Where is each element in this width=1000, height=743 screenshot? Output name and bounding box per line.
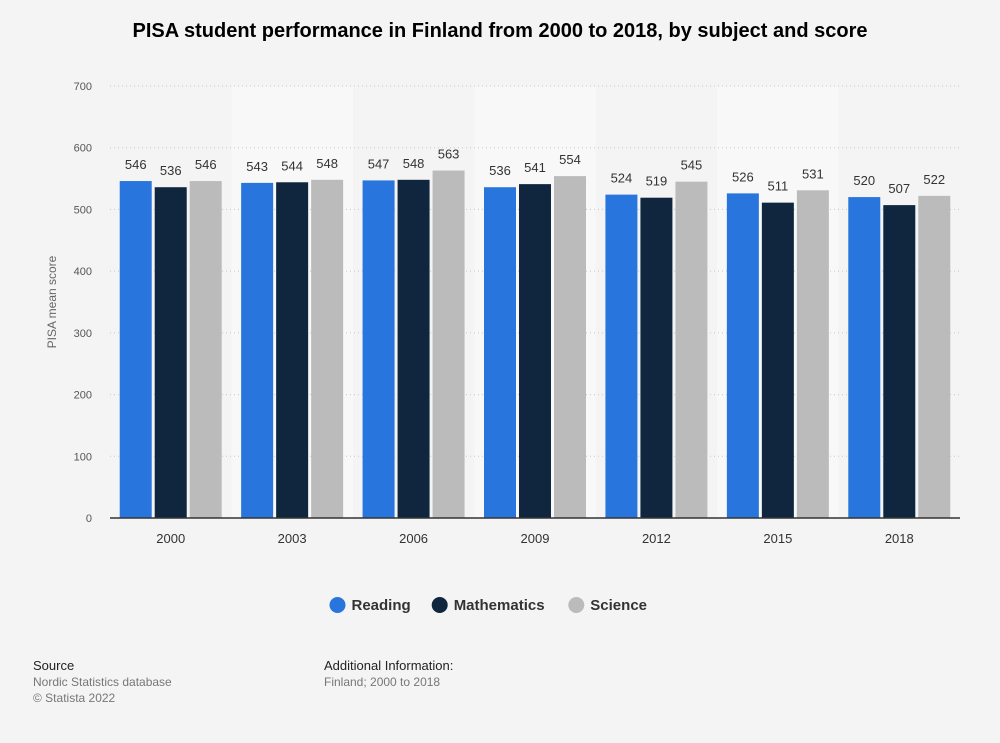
data-label: 546 xyxy=(195,157,217,172)
x-tick-label: 2000 xyxy=(156,531,185,546)
data-label: 519 xyxy=(646,174,668,189)
data-label: 548 xyxy=(403,156,425,171)
bar-mathematics xyxy=(883,205,916,518)
x-tick-label: 2018 xyxy=(885,531,914,546)
data-label: 524 xyxy=(611,171,633,186)
data-label: 511 xyxy=(767,179,788,194)
y-axis-title: PISA mean score xyxy=(45,255,59,348)
bar-mathematics xyxy=(640,197,673,518)
bar-reading xyxy=(119,181,152,519)
bar-reading xyxy=(241,182,274,519)
bar-science xyxy=(311,179,344,518)
legend-marker-science xyxy=(568,597,585,613)
bar-mathematics xyxy=(397,179,430,518)
bar-mathematics xyxy=(154,187,187,518)
additional-info-heading: Additional Information: xyxy=(324,658,454,673)
x-tick-label: 2009 xyxy=(521,531,550,546)
bar-reading xyxy=(726,193,759,518)
data-label: 520 xyxy=(853,173,875,188)
data-label: 541 xyxy=(524,160,546,175)
y-tick-label: 200 xyxy=(74,390,92,402)
y-tick-label: 0 xyxy=(86,513,92,525)
bar-mathematics xyxy=(519,184,551,518)
y-tick-label: 500 xyxy=(74,204,92,216)
bar-science xyxy=(189,181,222,519)
bar-mathematics xyxy=(276,182,309,518)
y-tick-label: 600 xyxy=(74,143,92,155)
bar-reading xyxy=(848,197,881,519)
data-label: 563 xyxy=(438,147,460,162)
x-tick-label: 2015 xyxy=(763,531,792,546)
bar-reading xyxy=(362,180,395,518)
data-label: 536 xyxy=(160,163,182,178)
source-block: Source Nordic Statistics database © Stat… xyxy=(33,658,172,706)
data-label: 545 xyxy=(681,158,703,173)
data-label: 547 xyxy=(368,156,390,171)
bar-reading xyxy=(484,187,516,518)
bar-science xyxy=(432,170,465,518)
legend-marker-reading xyxy=(329,597,346,613)
copyright-line: © Statista 2022 xyxy=(33,691,116,705)
bar-science xyxy=(675,181,708,518)
data-label: 507 xyxy=(888,181,910,196)
y-tick-label: 300 xyxy=(74,328,92,340)
bar-science xyxy=(796,190,829,518)
y-tick-label: 700 xyxy=(74,81,92,93)
legend-marker-mathematics xyxy=(431,597,448,613)
bar-science xyxy=(554,176,586,519)
legend-label-reading: Reading xyxy=(352,597,411,614)
bar-chart: 0 100 200 300 400 500 600 700 PISA mean score 546… xyxy=(45,81,960,614)
chart-title: PISA student performance in Finland from… xyxy=(132,20,868,42)
data-label: 544 xyxy=(281,158,303,173)
bar-science xyxy=(918,195,951,518)
y-tick-label: 400 xyxy=(74,266,92,278)
additional-info-block: Additional Information: Finland; 2000 to… xyxy=(324,658,453,690)
source-heading: Source xyxy=(33,658,75,673)
legend-label-mathematics: Mathematics xyxy=(454,597,545,614)
data-label: 546 xyxy=(125,157,147,172)
data-label: 526 xyxy=(732,169,754,184)
source-line: Nordic Statistics database xyxy=(33,675,172,689)
data-label: 554 xyxy=(559,152,581,167)
bar-mathematics xyxy=(761,202,794,518)
x-tick-label: 2003 xyxy=(278,531,307,546)
data-label: 531 xyxy=(802,166,824,181)
data-label: 548 xyxy=(316,156,338,171)
y-tick-label: 100 xyxy=(74,451,92,463)
data-label: 522 xyxy=(923,172,945,187)
x-tick-label: 2012 xyxy=(642,531,671,546)
additional-info-line: Finland; 2000 to 2018 xyxy=(324,675,441,689)
data-label: 543 xyxy=(246,159,268,174)
data-label: 536 xyxy=(489,163,511,178)
x-tick-label: 2006 xyxy=(399,531,428,546)
bar-reading xyxy=(605,194,638,519)
legend-label-science: Science xyxy=(590,597,647,614)
